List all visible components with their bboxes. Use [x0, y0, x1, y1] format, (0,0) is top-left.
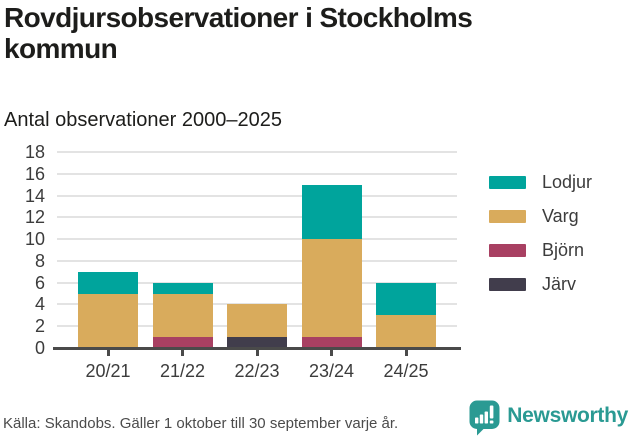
y-tick-label-12: 12 [24, 207, 45, 228]
bar-segment-21-22-bjorn [152, 337, 213, 348]
legend-label-bjorn: Björn [542, 240, 585, 260]
bar-segment-21-22-lodjur [152, 282, 213, 294]
chart-title: Rovdjursobservationer i Stockholms kommu… [4, 2, 473, 65]
logo-bar-chart-glyph [475, 405, 494, 424]
legend-swatch-varg [489, 210, 526, 223]
x-tick-label-22-23: 22/23 [234, 361, 280, 381]
footer: Källa: Skandobs. Gäller 1 oktober till 3… [3, 399, 628, 437]
y-tick-label-10: 10 [24, 229, 45, 250]
x-tick-22-23 [255, 350, 259, 356]
x-axis-line [53, 346, 461, 350]
newsworthy-logo-icon [469, 400, 500, 436]
y-tick-label-8: 8 [34, 250, 45, 271]
bar-segment-23-24-lodjur [301, 184, 362, 240]
x-tick-label-21-22: 21/22 [159, 361, 206, 381]
legend-item-varg: Varg [489, 206, 592, 227]
x-tick-23-24 [330, 350, 333, 356]
bar-segment-22-23-jarv [227, 337, 287, 348]
x-tick-20-21 [106, 350, 110, 356]
x-tick-label-20-21: 20/21 [85, 361, 131, 381]
legend-label-jarv: Järv [542, 274, 577, 294]
y-axis: 0 2 4 6 8 10 12 14 16 18 [0, 142, 45, 358]
bar-segment-24-25-varg [376, 315, 436, 348]
gridline-18 [57, 151, 457, 153]
y-tick-label-2: 2 [34, 316, 45, 337]
x-tick-label-23-24: 23/24 [308, 361, 355, 381]
bar-segment-23-24-varg [301, 239, 362, 338]
legend-item-jarv: Järv [489, 274, 592, 295]
x-tick-21-22 [181, 350, 184, 356]
y-tick-label-16: 16 [24, 163, 45, 184]
gridline-14 [57, 194, 457, 197]
y-tick-label-4: 4 [34, 294, 45, 315]
y-tick-label-18: 18 [24, 142, 45, 162]
gridline-16 [57, 172, 457, 175]
gridline-6 [57, 281, 457, 284]
bar-segment-20-21-lodjur [78, 271, 138, 294]
bar-segment-20-21-varg [78, 293, 138, 348]
legend-label-varg: Varg [542, 206, 579, 226]
gridline-10 [57, 238, 457, 241]
bar-segment-21-22-varg [152, 293, 213, 338]
gridline-4 [57, 303, 457, 306]
legend-item-lodjur: Lodjur [489, 172, 592, 193]
bar-segment-22-23-varg [227, 304, 287, 338]
y-tick-label-0: 0 [34, 338, 45, 358]
source-note: Källa: Skandobs. Gäller 1 oktober till 3… [3, 415, 399, 432]
bar-segment-23-24-bjorn [301, 337, 362, 348]
legend: Lodjur Varg Björn Järv [489, 172, 592, 308]
legend-label-lodjur: Lodjur [542, 172, 593, 192]
y-tick-label-14: 14 [24, 185, 45, 206]
gridline-8 [57, 259, 457, 262]
plot-area: 20/21 21/22 22/23 23/24 24/25 [53, 151, 461, 381]
legend-item-bjorn: Björn [489, 240, 592, 261]
gridline-12 [57, 216, 457, 219]
chart-subtitle: Antal observationer 2000–2025 [4, 109, 282, 131]
x-tick-24-25 [404, 350, 408, 356]
newsworthy-logo-text: Newsworthy [507, 403, 628, 427]
bar-segment-24-25-lodjur [376, 282, 436, 316]
x-tick-label-24-25: 24/25 [383, 361, 429, 381]
legend-swatch-jarv [489, 278, 526, 291]
newsworthy-logo: Newsworthy [469, 400, 628, 437]
legend-swatch-lodjur [489, 176, 526, 189]
y-tick-label-6: 6 [34, 272, 45, 293]
legend-swatch-bjorn [489, 244, 526, 257]
